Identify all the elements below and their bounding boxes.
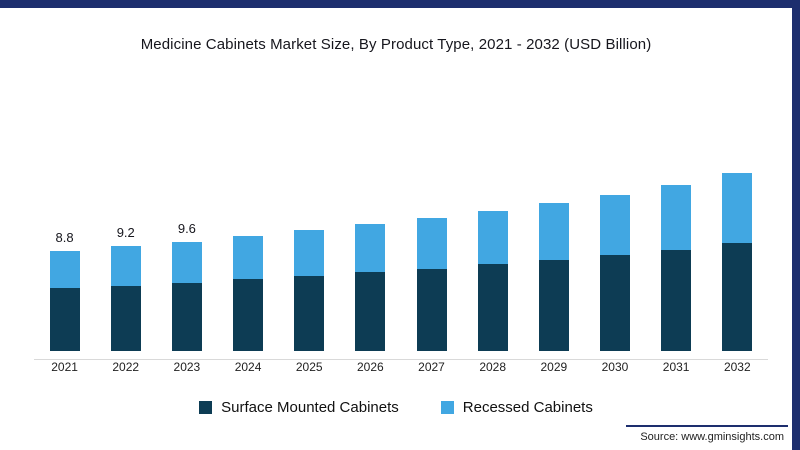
bar-group: 2024 (218, 96, 278, 374)
bar-segment-surface-mounted (233, 279, 264, 351)
bar-segment-recessed (599, 194, 630, 256)
bar-segment-recessed (416, 217, 447, 269)
bar-segment-recessed (294, 230, 325, 276)
bar-segment-recessed (355, 224, 386, 273)
source-attribution: Source: www.gminsights.com (626, 425, 788, 443)
bar-value-label: 9.2 (116, 225, 135, 241)
bar-group: 2031 (646, 96, 706, 374)
x-axis-label: 2023 (173, 360, 201, 374)
legend-label: Recessed Cabinets (462, 399, 593, 416)
bar-value-label: 9.6 (177, 220, 196, 236)
bar-group: 2026 (340, 96, 400, 374)
bar-group: 9.6 2023 (157, 96, 217, 374)
bar-group: 2030 (585, 96, 645, 374)
bar-group: 2028 (463, 96, 523, 374)
legend-label: Surface Mounted Cabinets (221, 399, 399, 416)
x-axis-label: 2021 (51, 360, 78, 374)
x-axis-label: 2022 (112, 360, 140, 374)
bar-segment-recessed (171, 241, 202, 283)
bar-segment-surface-mounted (722, 242, 753, 351)
bar-segment-recessed (110, 246, 141, 287)
bar-segment-surface-mounted (294, 275, 325, 351)
x-axis-label: 2032 (723, 360, 751, 374)
legend-item-surface-mounted: Surface Mounted Cabinets (199, 399, 399, 416)
legend-item-recessed: Recessed Cabinets (440, 399, 593, 416)
bar-segment-surface-mounted (49, 288, 80, 351)
x-axis-line (34, 359, 768, 360)
bar-segment-recessed (722, 173, 753, 243)
bar-segment-surface-mounted (110, 286, 141, 351)
bar-group: 9.2 2022 (96, 96, 156, 374)
bar-group: 2025 (279, 96, 339, 374)
x-axis-label: 2028 (479, 360, 507, 374)
bar-segment-recessed (233, 235, 264, 280)
legend-swatch-surface-mounted-icon (199, 401, 213, 414)
bar-segment-surface-mounted (599, 255, 630, 351)
bar-segment-recessed (538, 202, 569, 260)
legend-swatch-recessed-icon (440, 401, 454, 414)
bar-group: 2029 (524, 96, 584, 374)
x-axis-label: 2025 (295, 360, 323, 374)
chart-title: Medicine Cabinets Market Size, By Produc… (140, 36, 652, 53)
x-axis-label: 2027 (418, 360, 445, 374)
x-axis-label: 2029 (540, 360, 568, 374)
x-axis-label: 2031 (662, 360, 690, 374)
bar-segment-recessed (49, 250, 80, 289)
bar-group: 2027 (402, 96, 462, 374)
x-axis-label: 2024 (234, 360, 262, 374)
bar-chart: 8.8 2021 9.2 2022 9.6 2023 2024 2025 2026 2027 202… (34, 96, 768, 374)
bar-segment-surface-mounted (538, 259, 569, 351)
bar-segment-recessed (661, 184, 692, 250)
bar-segment-surface-mounted (477, 264, 508, 351)
bar-value-label: 8.8 (55, 229, 74, 245)
x-axis-label: 2026 (357, 360, 384, 374)
bar-segment-surface-mounted (355, 272, 386, 351)
bar-group: 8.8 2021 (35, 96, 95, 374)
bar-segment-recessed (477, 210, 508, 265)
bar-group: 2032 (707, 96, 767, 374)
x-axis-label: 2030 (601, 360, 629, 374)
bar-segment-surface-mounted (171, 282, 202, 351)
bar-segment-surface-mounted (661, 249, 692, 351)
legend: Surface Mounted Cabinets Recessed Cabine… (0, 399, 792, 416)
bar-segment-surface-mounted (416, 268, 447, 351)
